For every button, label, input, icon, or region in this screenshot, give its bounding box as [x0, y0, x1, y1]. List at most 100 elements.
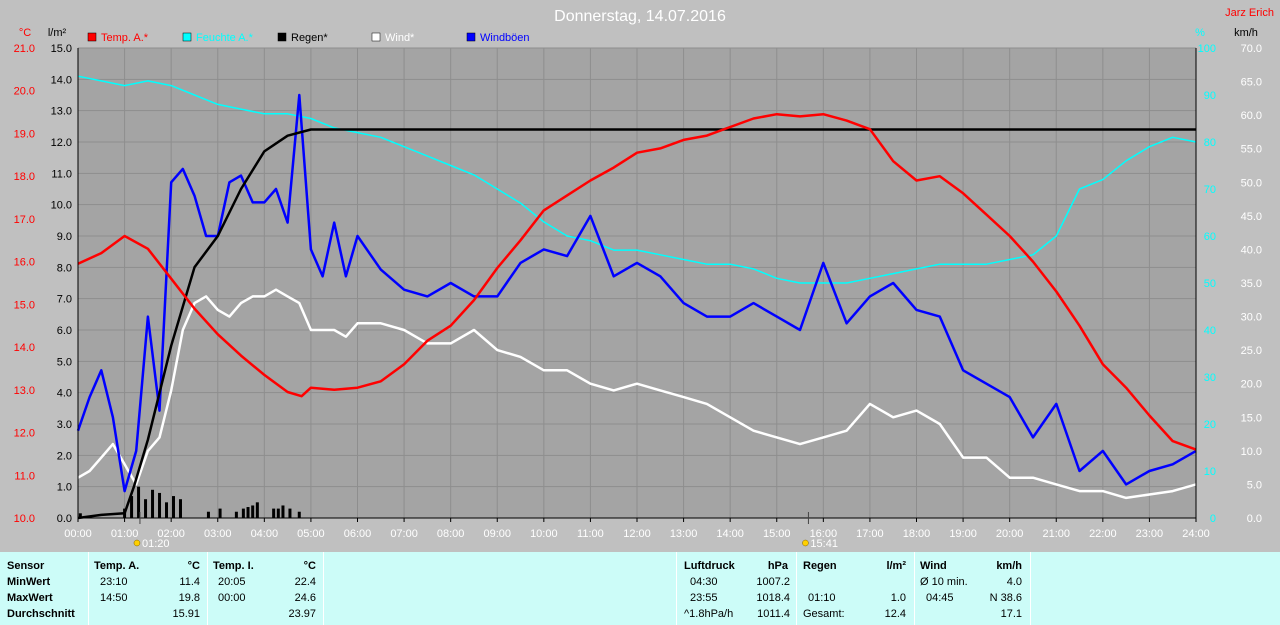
pressure-min-value: 1007.2 — [756, 576, 790, 588]
rain-bar — [218, 508, 222, 518]
sensor-header: Sensor — [7, 560, 45, 572]
wind-tick-label: 60.0 — [1241, 110, 1262, 122]
temp-tick-label: 14.0 — [14, 342, 35, 354]
series-line-feuchtea — [77, 75, 1197, 284]
row-label-min: MinWert — [7, 576, 51, 588]
pressure-max-value: 1018.4 — [756, 592, 790, 604]
rain-bar — [165, 502, 169, 518]
legend-label: Feuchte A.* — [196, 32, 254, 44]
series-line-windben — [76, 93, 1197, 493]
x-tick-label: 01:00 — [111, 528, 139, 540]
sun-icon — [802, 539, 809, 547]
temp-a-max-value: 19.8 — [178, 592, 200, 604]
temp-i-avg-value: 23.97 — [288, 608, 316, 620]
pressure-max-time: 23:55 — [690, 592, 718, 604]
wind-tick-label: 20.0 — [1241, 379, 1262, 391]
humidity-tick-label: 20 — [1204, 419, 1216, 431]
x-tick-label: 23:00 — [1136, 528, 1164, 540]
x-tick-label: 21:00 — [1042, 528, 1070, 540]
x-tick-label: 02:00 — [157, 528, 185, 540]
temp-a-avg-value: 15.91 — [172, 608, 200, 620]
wind-tick-label: 0.0 — [1247, 513, 1262, 525]
wind-unit-label: km/h — [1234, 27, 1258, 39]
legend-swatch — [277, 32, 287, 42]
rain-tick-label: 10.0 — [51, 200, 72, 212]
temp-a-min-value: 11.4 — [179, 576, 200, 588]
marker-time-label: 15:41 — [810, 538, 838, 550]
x-tick-label: 13:00 — [670, 528, 698, 540]
table-divider — [914, 552, 915, 625]
rain-unit: l/m² — [886, 560, 906, 572]
temp-i-header: Temp. I. — [213, 560, 254, 572]
x-tick-label: 10:00 — [530, 528, 558, 540]
rain-bar — [171, 496, 175, 518]
wind-avg10-label: Ø 10 min. — [920, 576, 968, 588]
rain-total-label: Gesamt: — [803, 608, 845, 620]
temp-tick-label: 17.0 — [14, 214, 35, 226]
wind-avg10-value: 4.0 — [1006, 576, 1022, 588]
rain-bar — [206, 511, 210, 518]
sun-icon — [133, 539, 141, 547]
legend-label: Wind* — [385, 32, 415, 44]
x-tick-label: 04:00 — [251, 528, 279, 540]
x-tick-label: 18:00 — [903, 528, 931, 540]
wind-avg-value: 17.1 — [1000, 608, 1022, 620]
humidity-tick-label: 10 — [1204, 466, 1216, 478]
rain-tick-label: 5.0 — [57, 356, 72, 368]
humidity-tick-label: 60 — [1204, 231, 1216, 243]
x-tick-label: 03:00 — [204, 528, 232, 540]
rain-total-value: 12.4 — [884, 608, 906, 620]
temp-tick-label: 13.0 — [14, 385, 35, 397]
pressure-trend: ^1.8hPa/h — [684, 608, 734, 620]
wind-tick-label: 5.0 — [1247, 479, 1262, 491]
rain-tick-label: 3.0 — [57, 419, 72, 431]
humidity-tick-label: 30 — [1204, 372, 1216, 384]
temp-a-unit: °C — [187, 560, 200, 572]
wind-tick-label: 35.0 — [1241, 278, 1262, 290]
table-divider — [676, 552, 677, 625]
humidity-tick-label: 0 — [1210, 513, 1216, 525]
rain-bar — [234, 511, 238, 518]
wind-unit: km/h — [996, 560, 1022, 572]
legend-label: Windböen — [480, 32, 530, 44]
legend-label: Regen* — [291, 32, 328, 44]
x-tick-label: 05:00 — [297, 528, 325, 540]
temp-i-min-time: 20:05 — [218, 576, 246, 588]
wind-tick-label: 25.0 — [1241, 345, 1262, 357]
weather-chart: 00:00 01:00 02:00 03:00 04:00 05:00 06:00 07:00… — [13, 7, 1274, 550]
humidity-tick-label: 50 — [1204, 278, 1216, 290]
humidity-tick-label: 90 — [1204, 90, 1216, 102]
rain-tick-label: 13.0 — [51, 106, 72, 118]
rain-bar — [288, 508, 292, 518]
pressure-min-time: 04:30 — [690, 576, 718, 588]
axes: 00:00 01:00 02:00 03:00 04:00 05:00 06:00 07:00… — [14, 43, 1262, 540]
x-tick-label: 11:00 — [577, 528, 604, 540]
temp-i-min-value: 22.4 — [294, 576, 316, 588]
rain-tick-label: 12.0 — [51, 137, 72, 149]
temp-tick-label: 11.0 — [14, 470, 35, 482]
temp-i-max-value: 24.6 — [294, 592, 316, 604]
table-divider — [88, 552, 89, 625]
series-lines — [76, 75, 1197, 520]
rain-bar — [255, 502, 259, 518]
station-name: Jarz Erich — [1225, 7, 1274, 19]
x-tick-label: 00:00 — [64, 528, 92, 540]
rain-bar — [78, 513, 82, 518]
x-tick-label: 22:00 — [1089, 528, 1117, 540]
wind-header: Wind — [920, 560, 947, 572]
temp-tick-label: 18.0 — [14, 171, 35, 183]
wind-tick-label: 65.0 — [1241, 77, 1262, 89]
x-tick-label: 08:00 — [437, 528, 465, 540]
temp-tick-label: 19.0 — [14, 128, 35, 140]
x-tick-label: 09:00 — [483, 528, 511, 540]
humidity-tick-label: 40 — [1204, 325, 1216, 337]
table-divider — [1030, 552, 1031, 625]
rain-tick-label: 7.0 — [57, 294, 72, 306]
x-tick-label: 15:00 — [763, 528, 791, 540]
row-label-avg: Durchschnitt — [7, 608, 75, 620]
rain-tick-label: 11.0 — [51, 168, 72, 180]
x-tick-label: 06:00 — [344, 528, 372, 540]
rain-bar — [297, 511, 301, 518]
temp-tick-label: 12.0 — [14, 428, 35, 440]
rain-bar — [281, 505, 285, 518]
